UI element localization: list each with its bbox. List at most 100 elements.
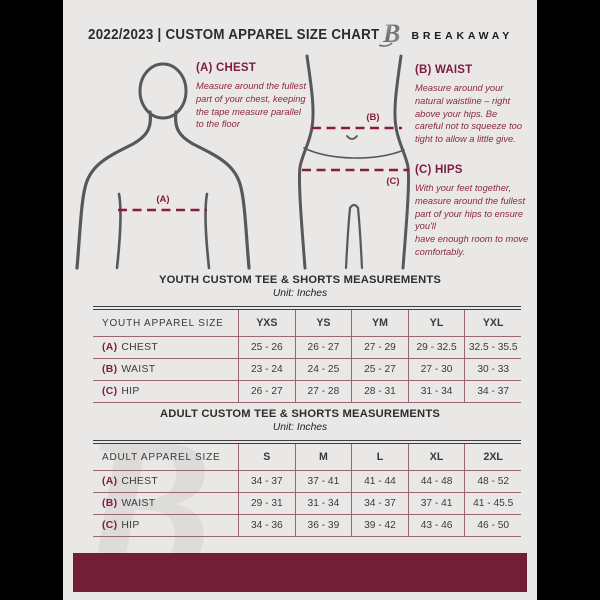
- chest-instruction-text: Measure around the fullest part of your …: [196, 81, 307, 130]
- right-inner-leg-line: [356, 206, 364, 270]
- measurement-value-cell: 43 - 46: [407, 514, 465, 537]
- row-label-cell: (A) CHEST: [93, 336, 239, 359]
- size-chart-page: 2022/2023 | CUSTOM APPAREL SIZE CHART B …: [63, 0, 537, 600]
- measurement-value-cell: 34 - 37: [238, 470, 296, 493]
- adult-table-unit: Unit: Inches: [272, 422, 328, 433]
- svg-text:B: B: [382, 19, 400, 48]
- row-label-cell: (C) HIP: [93, 514, 239, 537]
- row-name: HIP: [121, 520, 140, 531]
- adult-size-table: ADULT APPAREL SIZE S M L XL 2XL (A) CHEST 34 - …: [93, 440, 521, 537]
- brand-name: BREAKAWAY: [411, 30, 513, 42]
- page-title: 2022/2023 | CUSTOM APPAREL SIZE CHART: [88, 27, 380, 43]
- measurement-row: (A) CHEST 25 - 26 26 - 27 27 - 29 29 - 32.5 32…: [93, 336, 521, 359]
- row-name: HIP: [121, 386, 140, 397]
- row-name: CHEST: [121, 342, 159, 353]
- row-key: (B): [102, 498, 118, 509]
- head-outline: [138, 62, 188, 120]
- measurement-value-cell: 36 - 39: [294, 514, 352, 537]
- measurement-value-cell: 28 - 31: [351, 380, 409, 403]
- measurement-value-cell: 34 - 37: [351, 492, 409, 515]
- waist-instruction-text: Measure around your natural waistline – …: [415, 83, 522, 145]
- measurement-value-cell: 37 - 41: [294, 470, 352, 493]
- row-key: (A): [102, 476, 118, 487]
- measurement-value-cell: 31 - 34: [407, 380, 465, 403]
- row-label-cell: (B) WAIST: [93, 358, 239, 381]
- measurement-value-cell: 46 - 50: [464, 514, 521, 537]
- chest-instruction-title: (A) CHEST: [196, 62, 256, 74]
- size-column-header: YM: [351, 308, 409, 337]
- youth-size-table: YOUTH APPAREL SIZE YXS YS YM YL YXL (A) CHEST 2…: [93, 306, 521, 403]
- row-key: (C): [102, 386, 118, 397]
- measurement-row: (B) WAIST 23 - 24 24 - 25 25 - 27 27 - 30 30 -…: [93, 358, 521, 381]
- waist-instruction: (B) WAIST Measure around your natural wa…: [415, 64, 527, 146]
- navel-mark: [346, 135, 358, 140]
- waistband-curve: [303, 147, 405, 159]
- size-column-header: S: [238, 442, 296, 471]
- measurement-value-cell: 23 - 24: [238, 358, 296, 381]
- brand-lockup: B BREAKAWAY: [376, 18, 514, 48]
- measurement-value-cell: 25 - 27: [351, 358, 409, 381]
- row-name: WAIST: [121, 364, 156, 375]
- hips-instruction-text: With your feet together, measure around …: [415, 183, 529, 258]
- measurement-value-cell: 30 - 33: [464, 358, 521, 381]
- adult-table-title: ADULT CUSTOM TEE & SHORTS MEASUREMENTS: [159, 408, 441, 420]
- measurement-value-cell: 37 - 41: [407, 492, 465, 515]
- hips-instruction: (C) HIPS With your feet together, measur…: [415, 164, 533, 259]
- hips-instruction-title: (C) HIPS: [415, 164, 463, 176]
- size-column-header: 2XL: [464, 442, 521, 471]
- size-column-header: L: [351, 442, 409, 471]
- measurement-value-cell: 29 - 31: [238, 492, 296, 515]
- measurement-value-cell: 41 - 44: [351, 470, 409, 493]
- measurement-value-cell: 26 - 27: [238, 380, 296, 403]
- row-name: CHEST: [121, 476, 159, 487]
- left-armpit-side-line: [115, 192, 122, 270]
- measurement-value-cell: 39 - 42: [351, 514, 409, 537]
- row-label-cell: (C) HIP: [93, 380, 239, 403]
- size-column-header: YXL: [464, 308, 521, 337]
- row-key: (A): [102, 342, 118, 353]
- measurement-value-cell: 32.5 - 35.5: [464, 336, 521, 359]
- size-table-label-header: YOUTH APPAREL SIZE: [93, 308, 239, 337]
- measurement-value-cell: 27 - 28: [294, 380, 352, 403]
- right-armpit-side-line: [204, 192, 211, 270]
- left-inner-leg-line: [344, 206, 352, 270]
- waist-hips-diagram: (B) (C): [297, 54, 411, 270]
- hips-line-label: (C): [386, 176, 399, 187]
- breakaway-b-logo-icon: B: [376, 19, 400, 48]
- right-shoulder-arm-outline: [173, 110, 251, 270]
- measurement-row: (C) HIP 34 - 36 36 - 39 39 - 42 43 - 46 46 - 5…: [93, 514, 521, 537]
- measurement-value-cell: 48 - 52: [464, 470, 521, 493]
- youth-table-unit: Unit: Inches: [272, 288, 328, 299]
- torso-chest-diagram: (A): [75, 62, 251, 270]
- measurement-value-cell: 31 - 34: [294, 492, 352, 515]
- row-label-cell: (A) CHEST: [93, 470, 239, 493]
- chest-line-label: (A): [156, 194, 169, 205]
- row-key: (C): [102, 520, 118, 531]
- youth-table-title: YOUTH CUSTOM TEE & SHORTS MEASUREMENTS: [158, 274, 442, 286]
- size-column-header: XL: [407, 442, 465, 471]
- measurement-row: (A) CHEST 34 - 37 37 - 41 41 - 44 44 - 48 48 -…: [93, 470, 521, 493]
- waist-line-label: (B): [366, 112, 379, 123]
- size-column-header: YXS: [238, 308, 296, 337]
- row-key: (B): [102, 364, 118, 375]
- measurement-value-cell: 25 - 26: [238, 336, 296, 359]
- crotch-curve: [348, 203, 360, 210]
- measurement-value-cell: 27 - 29: [351, 336, 409, 359]
- row-name: WAIST: [121, 498, 156, 509]
- measurement-value-cell: 34 - 36: [238, 514, 296, 537]
- measurement-value-cell: 27 - 30: [407, 358, 465, 381]
- row-label-cell: (B) WAIST: [93, 492, 239, 515]
- measurement-value-cell: 24 - 25: [294, 358, 352, 381]
- measurement-value-cell: 29 - 32.5: [407, 336, 465, 359]
- left-body-outline: [297, 54, 315, 270]
- waist-instruction-title: (B) WAIST: [415, 64, 473, 76]
- measurement-row: (C) HIP 26 - 27 27 - 28 28 - 31 31 - 34 34 - 3…: [93, 380, 521, 403]
- size-column-header: YL: [407, 308, 465, 337]
- measurement-value-cell: 44 - 48: [407, 470, 465, 493]
- measurement-value-cell: 41 - 45.5: [464, 492, 521, 515]
- size-table-label-header: ADULT APPAREL SIZE: [93, 442, 239, 471]
- size-column-header: YS: [294, 308, 352, 337]
- footer-maroon-bar: [73, 553, 527, 592]
- chest-instruction: (A) CHEST Measure around the fullest par…: [196, 62, 310, 131]
